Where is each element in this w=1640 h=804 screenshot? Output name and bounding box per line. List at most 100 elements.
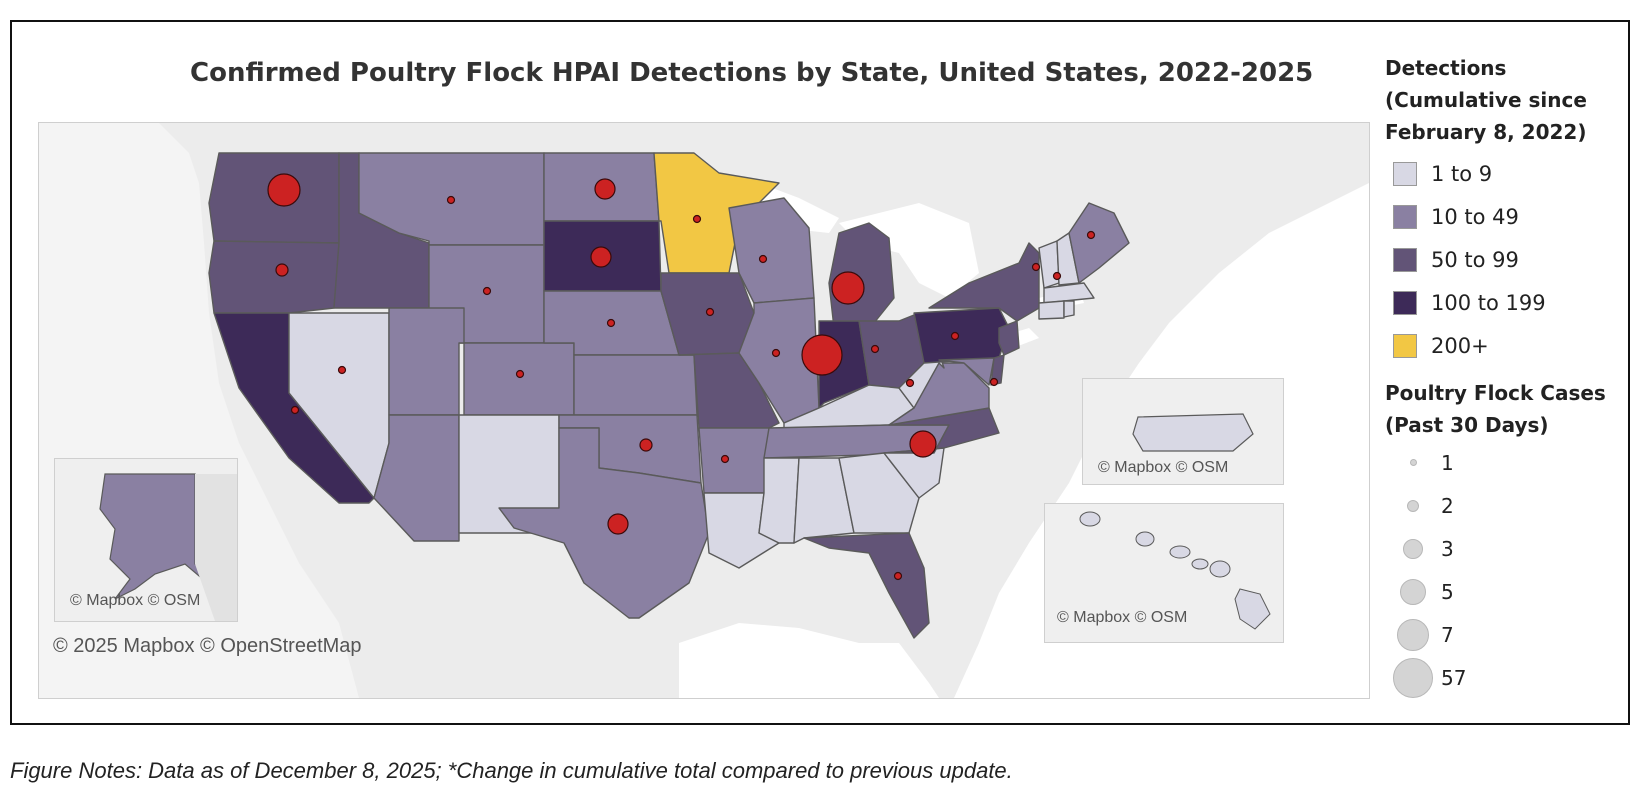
case-marker-OK[interactable] [639,438,653,452]
hawaii-map [1079,511,1271,630]
case-marker-NC[interactable] [909,430,937,458]
case-marker-CO[interactable] [515,369,525,379]
legend-case-circle-cell [1385,578,1441,605]
alaska-inset[interactable]: © Mapbox © OSM [54,458,238,622]
state-MS[interactable] [758,457,800,544]
puerto-rico-inset[interactable]: © Mapbox © OSM [1082,378,1284,485]
state-IL[interactable] [738,297,820,424]
legend-bin-2-label: 10 to 49 [1431,204,1519,229]
case-marker-IA[interactable] [705,307,715,317]
state-VA[interactable] [888,362,990,426]
legend-case-row-6[interactable]: 57 [1385,656,1625,699]
legend-bin-5-label: 200+ [1431,333,1489,358]
state-FL[interactable] [803,532,930,639]
state-HI[interactable] [1079,511,1271,630]
legend-case-row-5[interactable]: 7 [1385,613,1625,656]
state-AR[interactable] [698,427,770,494]
state-OR[interactable] [208,240,340,314]
legend-bin-3-label: 50 to 99 [1431,247,1519,272]
case-marker-AR[interactable] [720,454,730,464]
case-marker-IN[interactable] [801,334,843,376]
legend-case-label: 7 [1441,622,1454,647]
state-AL[interactable] [793,457,855,544]
legend-case-circle-cell [1385,499,1441,512]
case-marker-ME[interactable] [1086,230,1096,240]
state-PR[interactable] [1132,413,1254,452]
case-marker-MT[interactable] [446,195,456,205]
state-PA[interactable] [913,307,1010,364]
legend-case-row-1[interactable]: 1 [1385,441,1625,484]
case-marker-FL[interactable] [893,571,903,581]
legend-bin-5[interactable]: 200+ [1385,324,1625,367]
state-MD[interactable] [938,357,995,386]
hawaii-inset[interactable]: © Mapbox © OSM [1044,503,1284,643]
case-marker-NV[interactable] [337,365,347,375]
map-panel[interactable]: © Mapbox © OSM © Mapbox © OSM © Mapbox ©… [38,122,1370,699]
state-MN[interactable] [653,152,780,274]
case-marker-OH[interactable] [870,344,880,354]
figure-notes: Figure Notes: Data as of December 8, 202… [10,758,1013,783]
legend-case-row-2[interactable]: 2 [1385,484,1625,527]
map-title: Confirmed Poultry Flock HPAI Detections … [190,58,1314,88]
legend-case-row-4[interactable]: 5 [1385,570,1625,613]
legend-case-label: 5 [1441,579,1454,604]
canada-area [195,474,237,621]
legend-bin-3[interactable]: 50 to 99 [1385,238,1625,281]
case-marker-MI[interactable] [831,271,865,305]
legend-case-circle [1393,657,1433,698]
legend-detections-title-3: February 8, 2022) [1385,120,1587,144]
legend-cases-title-2: (Past 30 Days) [1385,413,1549,437]
case-marker-CA[interactable] [290,405,300,415]
case-marker-ND[interactable] [594,178,616,200]
gulf-of-mexico [679,623,939,698]
case-marker-NH[interactable] [1052,271,1062,281]
legend-case-circle [1403,538,1423,559]
case-marker-OR[interactable] [275,263,289,277]
legend-bin-2[interactable]: 10 to 49 [1385,195,1625,238]
case-marker-VT[interactable] [1031,262,1041,272]
state-VT[interactable] [1038,240,1060,289]
case-marker-MN[interactable] [692,214,702,224]
legend-bin-1-label: 1 to 9 [1431,161,1493,186]
legend-bin-4-label: 100 to 199 [1431,290,1546,315]
case-marker-PA[interactable] [950,331,960,341]
legend-case-circle-cell [1385,459,1441,466]
state-MA[interactable] [1043,282,1095,304]
legend-case-circle [1397,618,1429,651]
case-marker-TX[interactable] [607,513,629,535]
case-marker-WV[interactable] [905,378,915,388]
state-KS[interactable] [573,354,698,416]
case-marker-IL[interactable] [771,348,781,358]
puerto-rico-map [1132,413,1254,452]
case-marker-WY[interactable] [482,286,492,296]
case-markers [267,173,1096,581]
legend-case-row-3[interactable]: 3 [1385,527,1625,570]
legend-case-label: 2 [1441,493,1454,518]
legend-swatch-3 [1393,247,1417,272]
legend-case-label: 57 [1441,665,1467,690]
legend-bin-1[interactable]: 1 to 9 [1385,152,1625,195]
legend-case-label: 1 [1441,450,1454,475]
state-RI[interactable] [1063,300,1075,318]
legend: Detections (Cumulative since February 8,… [1385,52,1625,699]
state-DE[interactable] [990,354,1005,386]
legend-bin-4[interactable]: 100 to 199 [1385,281,1625,324]
state-TX[interactable] [498,427,710,619]
case-marker-WA[interactable] [267,173,301,207]
case-marker-WI[interactable] [758,254,768,264]
case-marker-SD[interactable] [590,246,612,268]
state-ME[interactable] [1068,202,1130,284]
state-NJ[interactable] [998,320,1020,356]
state-CO[interactable] [463,342,575,416]
state-shapes [208,152,1130,639]
state-CT[interactable] [1038,300,1065,320]
case-marker-NE[interactable] [606,318,616,328]
legend-detections-title-2: (Cumulative since [1385,88,1587,112]
legend-swatch-1 [1393,161,1417,186]
puerto-rico-credit: © Mapbox © OSM [1098,459,1229,476]
legend-case-circle [1407,499,1419,512]
legend-case-circle [1409,459,1417,466]
case-marker-MD[interactable] [989,377,999,387]
state-UT[interactable] [388,307,465,416]
main-map-credit: © 2025 Mapbox © OpenStreetMap [53,635,362,657]
